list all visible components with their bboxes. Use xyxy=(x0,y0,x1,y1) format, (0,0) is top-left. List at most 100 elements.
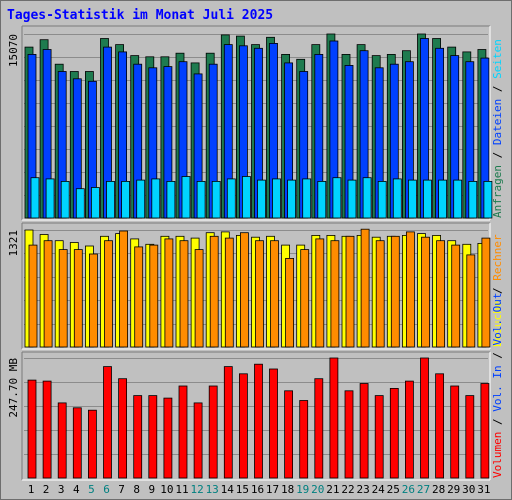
bar-volumen-day-1 xyxy=(27,379,37,479)
x-tick-label-day-20: 20 xyxy=(311,483,324,496)
bar-rechner-day-29 xyxy=(451,244,461,348)
x-tick-label-day-7: 7 xyxy=(118,483,125,496)
bar-rechner-day-13 xyxy=(209,235,219,348)
x-tick-label-day-28: 28 xyxy=(432,483,445,496)
x-tick-label-day-29: 29 xyxy=(447,483,460,496)
y-axis-max-label: 15070 xyxy=(7,34,20,67)
x-tick-label-day-4: 4 xyxy=(73,483,80,496)
y-axis-max-label: 1321 xyxy=(7,230,20,257)
bar-rechner-day-2 xyxy=(43,240,53,348)
bar-volumen-day-30 xyxy=(465,395,475,479)
bar-seiten-day-4 xyxy=(75,188,85,219)
legend: Besuche / Rechner xyxy=(491,234,504,347)
bar-volumen-day-25 xyxy=(389,387,399,479)
bar-rechner-day-24 xyxy=(375,240,385,348)
bar-seiten-day-22 xyxy=(347,179,357,219)
x-tick-label-day-24: 24 xyxy=(372,483,386,496)
bar-volumen-day-12 xyxy=(193,402,203,479)
legend-separator: / xyxy=(491,145,504,165)
x-tick-label-day-10: 10 xyxy=(160,483,173,496)
bar-rechner-day-31 xyxy=(481,237,491,348)
bar-rechner-day-7 xyxy=(119,230,128,348)
x-tick-label-day-31: 31 xyxy=(477,483,490,496)
bar-volumen-day-6 xyxy=(103,366,112,479)
x-tick-label-day-18: 18 xyxy=(281,483,294,496)
y-axis-max-label: 247.70 MB xyxy=(7,358,20,418)
bar-seiten-day-14 xyxy=(226,178,236,219)
bar-rechner-day-18 xyxy=(285,257,295,348)
bar-seiten-day-28 xyxy=(438,179,448,219)
bar-rechner-day-21 xyxy=(330,240,340,348)
bar-volumen-day-9 xyxy=(148,395,158,479)
bar-volumen-day-3 xyxy=(57,402,67,479)
bar-seiten-day-27 xyxy=(423,179,432,219)
bar-seiten-day-9 xyxy=(151,178,161,219)
bar-rechner-day-25 xyxy=(390,235,400,348)
bar-volumen-day-22 xyxy=(344,390,354,479)
x-tick-label-day-12: 12 xyxy=(190,483,203,496)
bar-volumen-day-7 xyxy=(118,378,127,479)
bar-volumen-day-21 xyxy=(329,357,339,479)
bar-rechner-day-30 xyxy=(466,254,476,348)
bar-volumen-day-27 xyxy=(420,357,429,479)
legend-entry-volout: Vol. Out xyxy=(491,293,504,346)
bar-seiten-day-15 xyxy=(241,176,251,219)
bar-seiten-day-6 xyxy=(106,180,115,219)
bar-seiten-day-21 xyxy=(332,177,342,219)
x-tick-label-day-21: 21 xyxy=(326,483,339,496)
bar-rechner-day-1 xyxy=(28,244,38,348)
bar-rechner-day-22 xyxy=(345,235,355,348)
x-tick-label-day-27: 27 xyxy=(417,483,430,496)
bar-volumen-day-29 xyxy=(450,385,460,479)
bar-seiten-day-30 xyxy=(468,180,478,219)
x-tick-label-day-25: 25 xyxy=(387,483,400,496)
x-tick-label-day-14: 14 xyxy=(221,483,235,496)
x-tick-label-day-8: 8 xyxy=(133,483,140,496)
bar-volumen-day-31 xyxy=(480,383,490,479)
bar-seiten-day-19 xyxy=(302,178,312,219)
legend-separator: / xyxy=(491,281,504,301)
bar-volumen-day-10 xyxy=(163,397,173,479)
bar-rechner-day-5 xyxy=(89,253,98,348)
bar-seiten-day-17 xyxy=(272,178,281,219)
x-tick-label-day-22: 22 xyxy=(341,483,354,496)
bar-seiten-day-18 xyxy=(287,179,297,219)
bar-rechner-day-6 xyxy=(104,240,113,348)
bar-seiten-day-10 xyxy=(166,180,176,219)
bar-rechner-day-23 xyxy=(360,228,370,348)
bar-rechner-day-3 xyxy=(58,249,68,348)
legend-entry-seiten: Seiten xyxy=(491,39,504,79)
bar-rechner-day-8 xyxy=(134,246,144,348)
bar-volumen-day-14 xyxy=(223,366,233,479)
x-tick-label-day-30: 30 xyxy=(462,483,475,496)
x-tick-label-day-11: 11 xyxy=(175,483,188,496)
bar-rechner-day-9 xyxy=(149,244,159,348)
bar-rechner-day-10 xyxy=(164,238,174,348)
bar-seiten-day-5 xyxy=(91,187,100,219)
x-tick-label-day-3: 3 xyxy=(58,483,65,496)
bar-rechner-day-26 xyxy=(405,231,415,348)
bar-volumen-day-19 xyxy=(299,400,309,479)
x-tick-label-day-5: 5 xyxy=(88,483,95,496)
bar-volumen-day-18 xyxy=(284,390,294,479)
x-tick-label-day-15: 15 xyxy=(236,483,249,496)
bar-seiten-day-25 xyxy=(392,178,402,219)
legend-entry-volumen: Volumen xyxy=(491,432,504,478)
bar-volumen-day-23 xyxy=(359,383,369,479)
bar-rechner-day-17 xyxy=(270,240,279,348)
bar-volumen-day-4 xyxy=(72,407,82,479)
bar-volumen-day-13 xyxy=(208,385,218,479)
bar-volumen-day-26 xyxy=(404,380,414,479)
bar-rechner-day-20 xyxy=(315,238,325,348)
bar-rechner-day-15 xyxy=(239,232,249,348)
chart-title: Tages-Statistik im Monat Juli 2025 xyxy=(7,8,274,23)
bar-seiten-day-20 xyxy=(317,180,327,219)
bar-volumen-day-24 xyxy=(374,395,384,479)
bar-rechner-day-27 xyxy=(421,236,430,348)
bar-volumen-day-11 xyxy=(178,385,188,479)
bar-volumen-day-20 xyxy=(314,378,324,479)
bar-volumen-day-28 xyxy=(435,373,445,479)
bar-seiten-day-29 xyxy=(453,179,463,219)
bar-seiten-day-7 xyxy=(121,180,130,219)
